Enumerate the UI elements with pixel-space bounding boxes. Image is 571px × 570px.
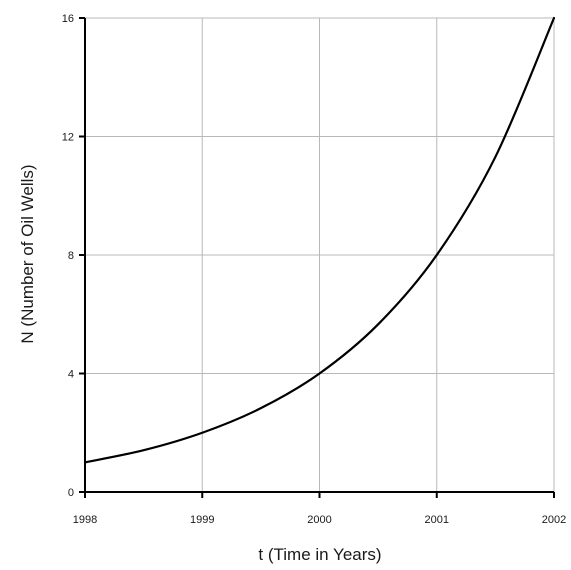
grid bbox=[85, 17, 555, 492]
x-tick-label: 2001 bbox=[425, 514, 449, 526]
series-line bbox=[83, 16, 556, 464]
y-axis-title: N (Number of Oil Wells) bbox=[18, 164, 37, 343]
x-tick-label: 1998 bbox=[73, 514, 97, 526]
y-tick-label: 12 bbox=[62, 132, 74, 144]
y-tick-label: 0 bbox=[68, 487, 74, 499]
y-tick-label: 8 bbox=[68, 250, 74, 262]
x-tick-label: 2000 bbox=[307, 514, 331, 526]
x-tick-label: 2002 bbox=[542, 514, 566, 526]
axis-ticks bbox=[79, 17, 555, 498]
data-series bbox=[83, 16, 556, 464]
y-tick-label: 4 bbox=[68, 369, 74, 381]
y-tick-label: 16 bbox=[62, 13, 74, 25]
x-tick-label: 1999 bbox=[190, 514, 214, 526]
tick-labels: 1998 1999 2000 2001 2002 0 4 8 12 16 bbox=[62, 13, 566, 526]
x-axis-title: t (Time in Years) bbox=[258, 545, 381, 564]
